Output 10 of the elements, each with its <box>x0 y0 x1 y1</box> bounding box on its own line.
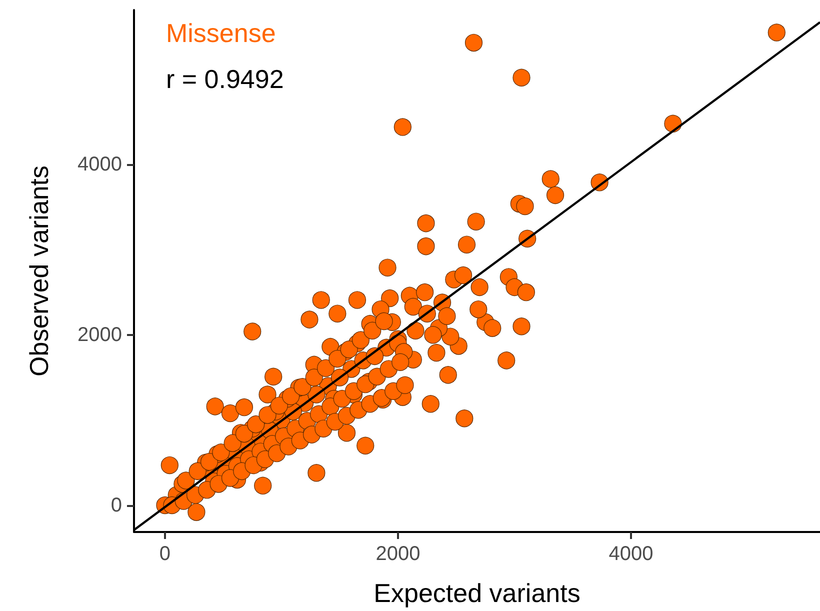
y-axis-title: Observed variants <box>24 166 54 376</box>
x-tick-label: 4000 <box>608 543 654 565</box>
y-tick-label: 4000 <box>78 154 122 176</box>
y-tick-label: 2000 <box>78 324 122 346</box>
x-axis-title: Expected variants <box>374 578 580 608</box>
annotation: Missense <box>166 18 276 48</box>
y-tick-label: 0 <box>110 494 122 516</box>
annotation: r = 0.9492 <box>166 64 284 94</box>
x-tick-label: 0 <box>159 543 171 565</box>
x-tick-label: 2000 <box>376 543 420 565</box>
